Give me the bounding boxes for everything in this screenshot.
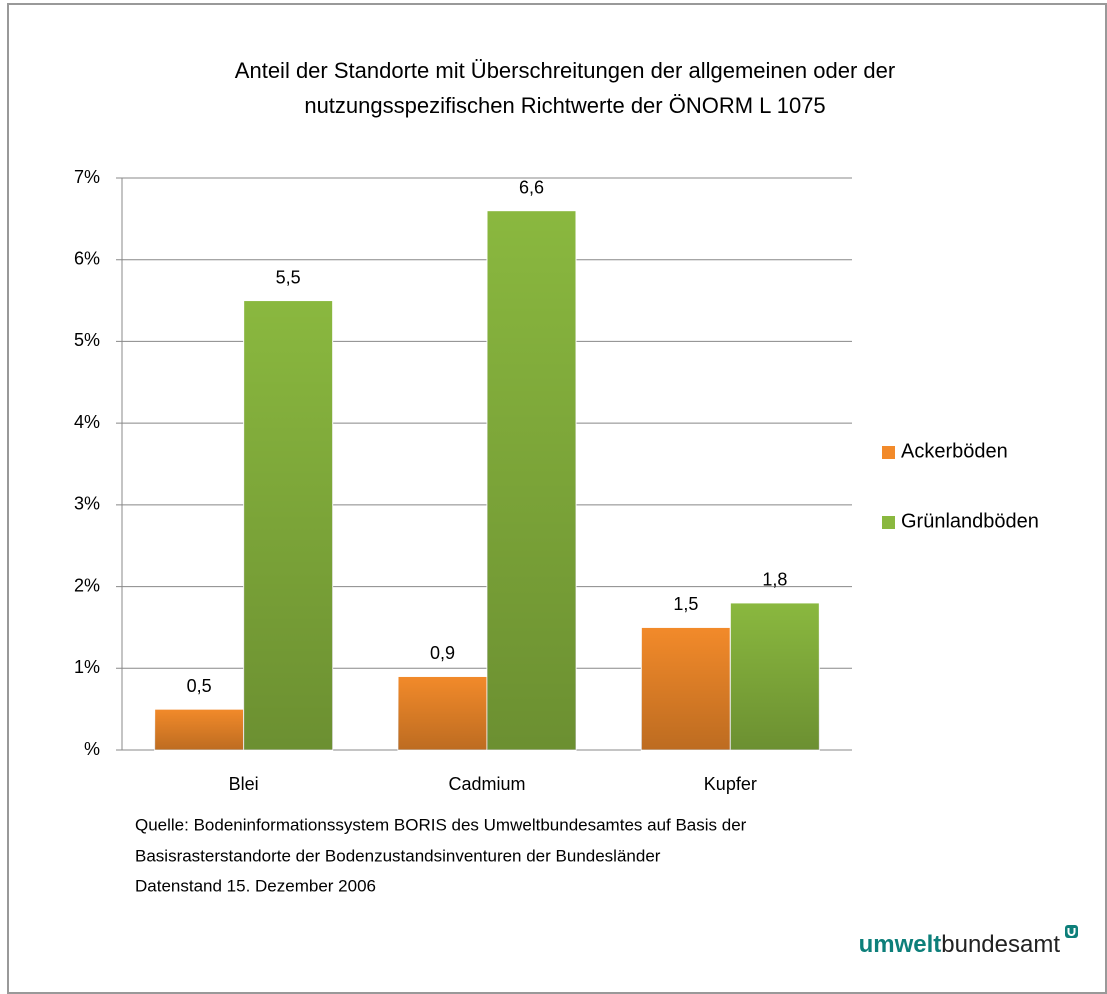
data-label: 0,5 (187, 676, 212, 696)
bar-shade (398, 676, 487, 750)
logo-part: umwelt (859, 931, 942, 958)
y-tick-label: 2% (74, 575, 100, 595)
x-tick-label: Cadmium (448, 774, 525, 794)
legend-label: Ackerböden (901, 440, 1008, 462)
bar-shade (730, 602, 820, 750)
bar-shade (243, 300, 333, 750)
x-tick-label: Blei (229, 774, 259, 794)
source-note: Basisrasterstandorte der Bodenzustandsin… (135, 846, 661, 865)
legend-swatch (882, 446, 895, 459)
bar-shade (641, 627, 731, 750)
y-tick-label: 3% (74, 494, 100, 514)
data-label: 5,5 (276, 267, 301, 287)
logo: umweltbundesamt (859, 931, 1061, 958)
data-label: 0,9 (430, 643, 455, 663)
source-note: Quelle: Bodeninformationssystem BORIS de… (135, 815, 747, 834)
source-note: Datenstand 15. Dezember 2006 (135, 876, 376, 895)
data-label: 6,6 (519, 177, 544, 197)
bar-shade (487, 210, 576, 750)
logo-icon (1065, 925, 1078, 938)
bar-shade (154, 709, 244, 750)
legend-swatch (882, 516, 895, 529)
y-tick-label: 4% (74, 412, 100, 432)
chart-title: nutzungsspezifischen Richtwerte der ÖNOR… (304, 93, 825, 118)
y-tick-label: 5% (74, 330, 100, 350)
chart-title: Anteil der Standorte mit Überschreitunge… (235, 58, 895, 83)
y-tick-label: 1% (74, 657, 100, 677)
logo-part: bundesamt (941, 931, 1060, 958)
y-tick-label: 7% (74, 167, 100, 187)
legend-label: Grünlandböden (901, 510, 1039, 532)
y-tick-label: 6% (74, 248, 100, 268)
y-tick-label: % (84, 739, 100, 759)
x-tick-label: Kupfer (704, 774, 757, 794)
frame (7, 3, 1107, 994)
data-label: 1,5 (673, 594, 698, 614)
data-label: 1,8 (762, 570, 787, 590)
